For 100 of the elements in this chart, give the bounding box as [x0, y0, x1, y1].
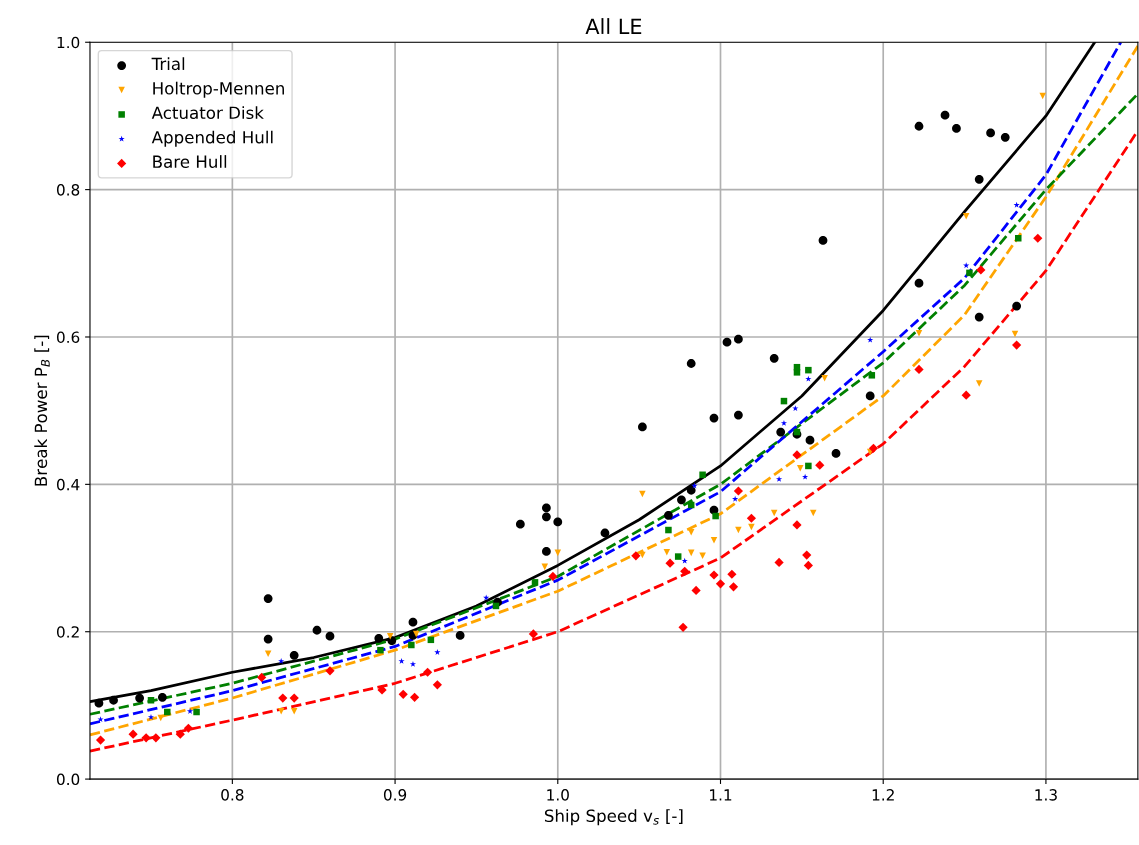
- point: [975, 380, 983, 387]
- point: [141, 733, 151, 743]
- point: [147, 696, 155, 704]
- point: [715, 579, 726, 589]
- point: [709, 413, 719, 423]
- point: [735, 526, 742, 534]
- point: [158, 692, 167, 702]
- point: [796, 464, 804, 472]
- point: [553, 517, 563, 527]
- point: [914, 121, 924, 131]
- point: [687, 549, 695, 557]
- point: [664, 510, 673, 520]
- point: [409, 660, 417, 667]
- point: [805, 462, 812, 470]
- x-tick-label: 1.1: [710, 789, 732, 801]
- point: [109, 695, 118, 705]
- point: [914, 364, 924, 375]
- legend-label: Trial: [151, 57, 185, 71]
- point: [528, 629, 538, 639]
- point: [638, 422, 647, 432]
- point: [727, 569, 737, 579]
- point: [821, 374, 828, 382]
- point: [541, 563, 549, 571]
- point: [94, 698, 104, 708]
- point: [710, 537, 718, 544]
- point: [805, 375, 812, 382]
- point: [434, 649, 441, 655]
- point: [312, 625, 322, 635]
- point: [734, 410, 743, 420]
- point: [128, 729, 138, 739]
- point: [961, 390, 971, 400]
- point: [1039, 92, 1046, 100]
- point: [691, 482, 698, 489]
- point: [325, 631, 335, 641]
- point: [831, 449, 841, 458]
- point: [733, 486, 743, 496]
- point: [774, 557, 784, 568]
- point: [1033, 233, 1043, 243]
- point: [691, 585, 701, 596]
- point: [677, 495, 686, 505]
- point: [290, 708, 298, 715]
- point: [962, 212, 970, 220]
- y-tick-label: 0.4: [56, 478, 80, 491]
- point: [770, 509, 778, 517]
- point: [686, 485, 696, 495]
- point: [186, 708, 194, 714]
- x-tick-label: 1.0: [547, 789, 569, 801]
- point: [278, 657, 285, 664]
- x-axis-title: Ship Speed v$_{s}$ [-]: [544, 809, 683, 826]
- point: [665, 526, 672, 534]
- point: [515, 519, 525, 529]
- point: [164, 708, 171, 716]
- point: [398, 657, 405, 664]
- point: [681, 557, 688, 564]
- point: [423, 667, 433, 677]
- point: [748, 523, 755, 531]
- legend-label: Holtrop-Mennen: [153, 81, 284, 98]
- point: [542, 547, 551, 556]
- point: [712, 512, 719, 520]
- point: [940, 110, 950, 120]
- point: [151, 733, 161, 743]
- point: [728, 582, 739, 592]
- point: [175, 729, 185, 739]
- point: [263, 594, 273, 603]
- point: [412, 630, 420, 638]
- point: [639, 551, 646, 559]
- point: [1012, 301, 1022, 311]
- point: [665, 558, 675, 568]
- y-tick-label: 1.0: [57, 36, 80, 49]
- legend-label: Actuator Disk: [151, 106, 264, 120]
- point: [674, 553, 682, 560]
- point: [257, 672, 267, 683]
- point: [966, 269, 973, 277]
- point: [263, 634, 273, 644]
- point: [432, 680, 442, 690]
- point: [805, 435, 815, 445]
- point: [963, 262, 970, 269]
- point: [398, 689, 408, 699]
- point: [408, 641, 415, 649]
- point: [542, 503, 551, 513]
- point: [746, 513, 757, 523]
- point: [377, 646, 384, 654]
- point: [734, 334, 743, 344]
- point: [409, 692, 420, 702]
- point: [976, 265, 986, 275]
- point: [135, 693, 144, 703]
- point: [776, 427, 786, 437]
- point: [809, 509, 817, 517]
- point: [408, 617, 418, 627]
- point: [289, 693, 299, 703]
- point: [780, 419, 788, 426]
- point: [974, 174, 984, 184]
- point: [183, 723, 194, 733]
- y-axis-title: Break Power P$_{B}$ [-]: [34, 335, 50, 486]
- point: [986, 128, 995, 138]
- point: [374, 633, 384, 643]
- point: [868, 372, 876, 379]
- point: [678, 622, 688, 632]
- point: [531, 579, 539, 586]
- point: [699, 471, 706, 479]
